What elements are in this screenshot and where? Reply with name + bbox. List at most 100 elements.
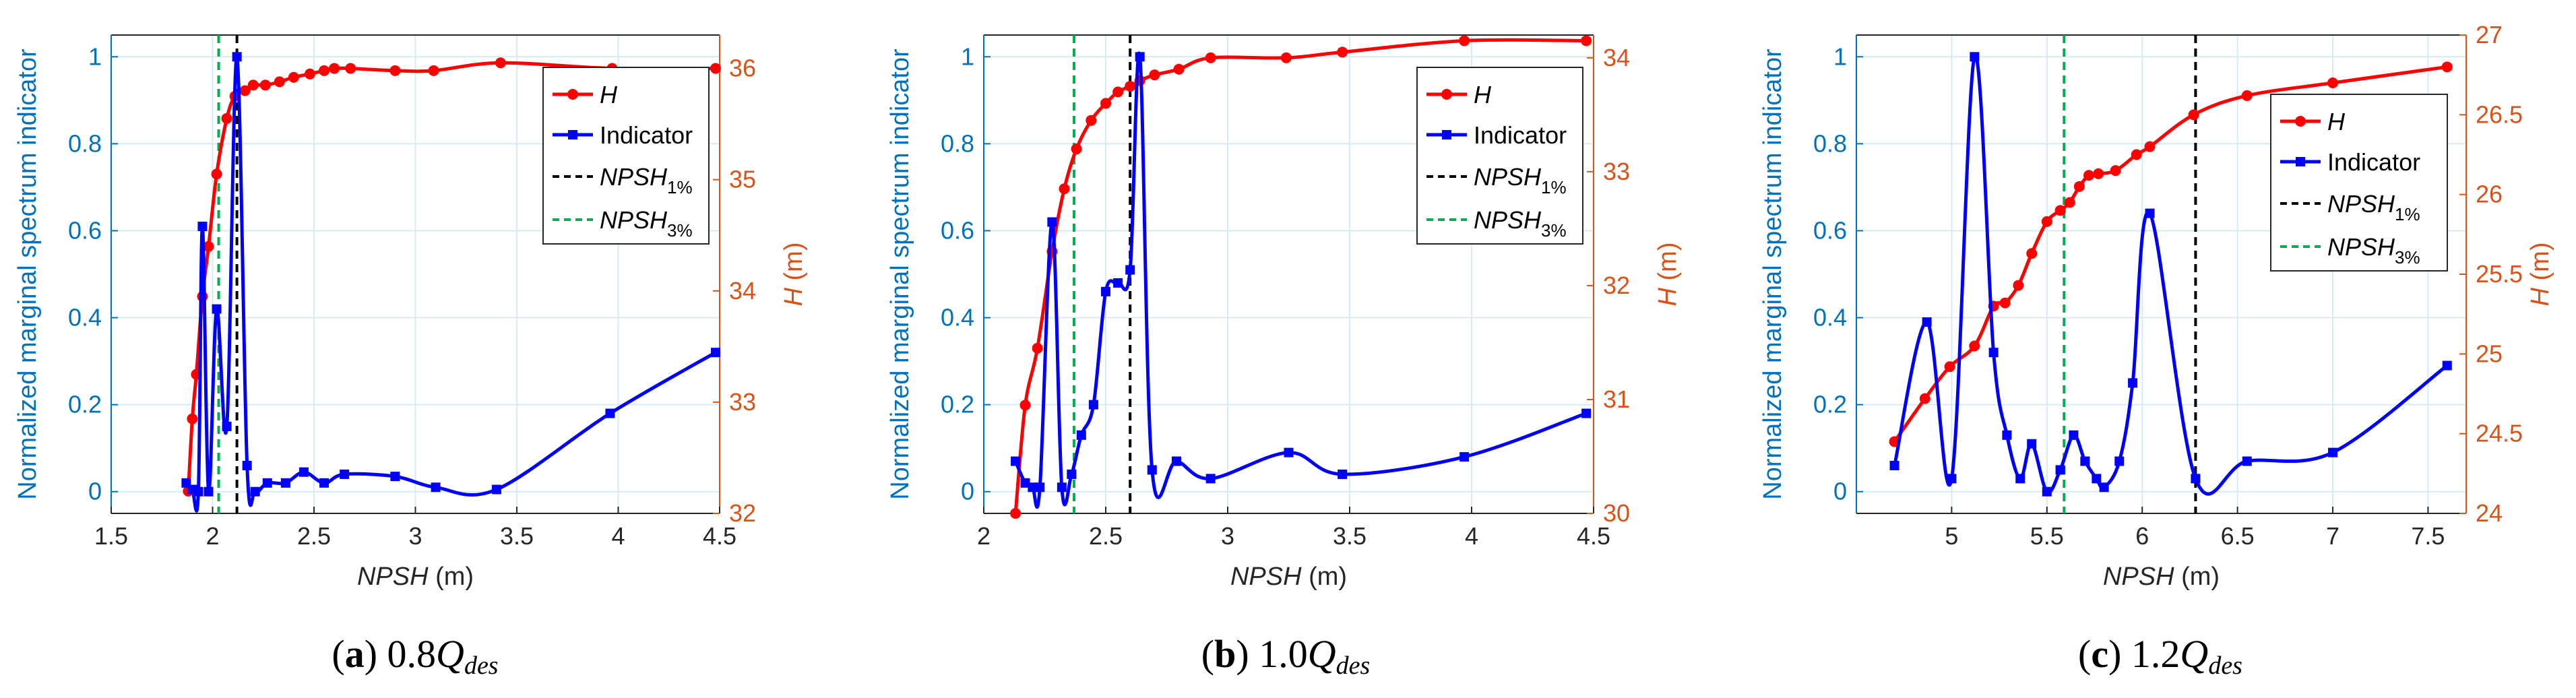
series-indicator-point — [340, 469, 350, 479]
y-left-tick-label: 0.4 — [1813, 304, 1847, 331]
series-indicator-point — [212, 304, 222, 314]
series-h-point — [2064, 197, 2075, 208]
x-tick-label: 2 — [977, 522, 991, 550]
series-indicator-line — [1013, 51, 1587, 509]
x-tick-label: 4 — [611, 522, 625, 550]
chart-panel-c: 5 5.5 6 6.5 7 7.5 0 0.2 0.4 0.6 0.8 1 24 24.5 25 25.5 26… — [1759, 21, 2554, 680]
series-h-point — [2441, 61, 2453, 73]
x-tick-label: 7 — [2326, 522, 2339, 550]
series-h-point — [495, 57, 506, 69]
series-indicator-point — [1947, 474, 1957, 484]
series-indicator-point — [222, 421, 232, 431]
series-h-point — [1112, 86, 1124, 98]
legend-indicator-marker — [1442, 130, 1451, 139]
legend-npsh3-var: NPSH — [2327, 233, 2395, 261]
y-left-tick-label: 0.4 — [68, 304, 102, 331]
caption-sub: des — [2208, 652, 2242, 680]
series-h-point — [1173, 63, 1185, 75]
legend-indicator-label: Indicator — [2327, 148, 2420, 176]
legend-npsh3-sub: 3% — [667, 220, 693, 241]
legend-npsh1-sub: 1% — [2395, 204, 2420, 224]
x-tick-label: 6 — [2135, 522, 2149, 550]
y-right-axis-label: H (m) — [780, 243, 808, 307]
series-h-point — [247, 80, 259, 91]
series-indicator-point — [262, 478, 272, 488]
legend-npsh1-label: NPSH1% — [1474, 163, 1567, 197]
legend-indicator-label: Indicator — [1474, 121, 1567, 149]
series-indicator-point — [710, 348, 720, 358]
series-indicator-point — [1988, 348, 1999, 358]
series-h-point — [1205, 52, 1216, 63]
series-indicator-point — [2114, 456, 2125, 466]
y-left-tick-label: 0.8 — [941, 129, 974, 157]
series-indicator-point — [491, 484, 501, 495]
legend-npsh3-sub: 3% — [2395, 247, 2420, 267]
series-indicator-point — [1338, 469, 1348, 479]
series-h-point — [2026, 248, 2038, 259]
y-left-tick-label: 0.2 — [941, 391, 974, 418]
y-right-axis-label-unit: (m) — [2526, 243, 2554, 288]
series-indicator-point — [1113, 278, 1123, 288]
y-right-tick-label: 31 — [1603, 385, 1630, 413]
x-tick-label: 2 — [206, 522, 219, 550]
series-indicator-point — [280, 478, 290, 488]
series-indicator-point — [1205, 474, 1216, 484]
legend-npsh1-var: NPSH — [2327, 190, 2395, 218]
y-left-tick-label: 0.6 — [941, 216, 974, 244]
legend-h-label: H — [2327, 108, 2346, 135]
series-h-point — [2241, 90, 2253, 101]
y-left-tick-label: 1 — [1833, 42, 1847, 70]
legend-npsh3-sub: 3% — [1541, 220, 1567, 241]
series-h-point — [319, 65, 330, 76]
series-h-point — [1969, 340, 1980, 352]
caption-value: 1.0 — [1259, 632, 1308, 676]
y-right-axis-label: H (m) — [2526, 243, 2554, 307]
series-h-point — [1999, 297, 2011, 309]
y-right-tick-label: 26 — [2476, 181, 2503, 208]
caption-text: (b) 1.0Qdes — [1201, 632, 1370, 680]
caption-value: 0.8 — [387, 632, 437, 676]
series-h-point — [2131, 149, 2142, 160]
series-indicator-point — [1970, 52, 1980, 62]
series-h-point — [1125, 81, 1136, 92]
caption-open: ( — [332, 632, 344, 676]
series-indicator-point — [1581, 408, 1592, 418]
y-left-axis-label: Normalized marginal spectrum indicator — [13, 49, 42, 500]
caption-var: Q — [2180, 632, 2208, 676]
x-tick-label: 3 — [1221, 522, 1234, 550]
series-h-point — [274, 76, 285, 88]
series-h-point — [2073, 181, 2085, 192]
series-h-point — [187, 413, 198, 424]
x-tick-label: 1.5 — [94, 522, 128, 550]
y-right-tick-label: 27 — [2476, 21, 2503, 49]
series-indicator-point — [2069, 430, 2079, 440]
y-right-tick-label: 32 — [729, 499, 756, 527]
legend-npsh3-label: NPSH3% — [1474, 206, 1567, 241]
series-h-point — [1581, 35, 1592, 46]
y-right-tick-label: 34 — [729, 277, 756, 305]
series-indicator-point — [1922, 317, 1932, 327]
y-left-tick-label: 0.2 — [68, 391, 102, 418]
y-right-tick-label: 30 — [1603, 499, 1630, 527]
series-h-point — [1059, 183, 1070, 195]
series-indicator-point — [2055, 465, 2065, 475]
y-right-tick-label: 34 — [1603, 44, 1630, 71]
y-left-tick-label: 1 — [88, 42, 102, 70]
series-h-point — [2083, 170, 2095, 181]
series-h-point — [389, 65, 401, 76]
y-right-tick-label: 32 — [1603, 272, 1630, 299]
series-h-point — [1944, 361, 1955, 373]
legend-indicator-label: Indicator — [600, 121, 693, 149]
legend-box — [1416, 67, 1583, 245]
y-left-tick-label: 0.2 — [1813, 391, 1847, 418]
series-indicator-point — [1076, 430, 1086, 440]
x-tick-label: 3 — [408, 522, 422, 550]
x-axis-label-var: NPSH — [357, 563, 429, 591]
y-right-tick-label: 26.5 — [2476, 100, 2523, 128]
series-indicator-point — [203, 486, 214, 497]
series-indicator-point — [250, 486, 260, 497]
y-left-tick-label: 0 — [1833, 478, 1847, 505]
x-tick-label: 7.5 — [2411, 522, 2445, 550]
